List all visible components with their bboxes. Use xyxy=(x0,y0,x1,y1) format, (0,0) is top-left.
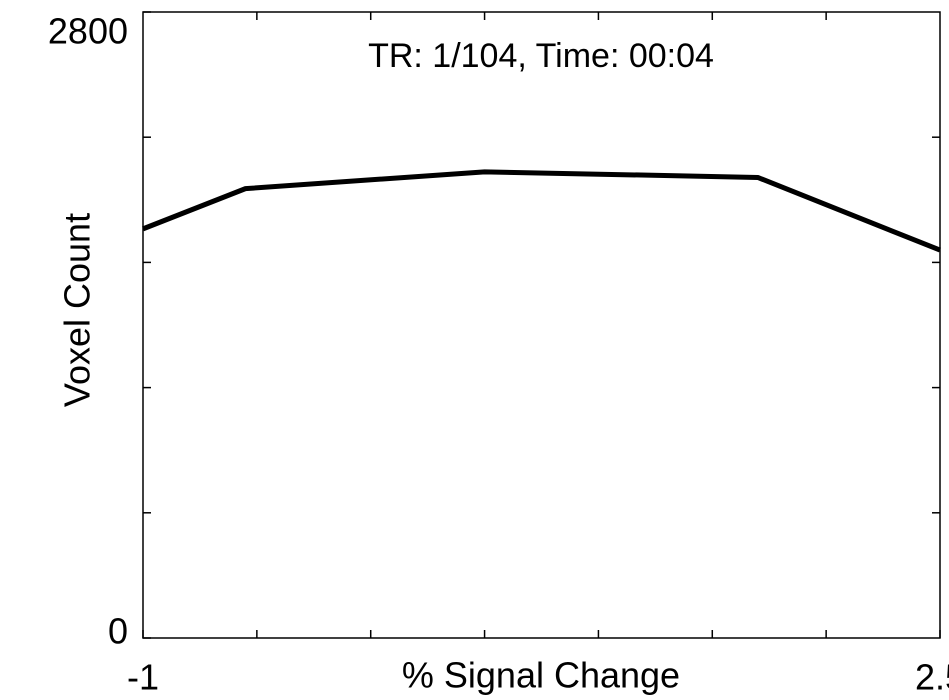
y-tick-label: 2800 xyxy=(48,11,128,52)
plot-frame xyxy=(142,11,941,639)
data-line xyxy=(142,169,941,253)
x-tick-label: 2.5 xyxy=(915,657,949,698)
x-tick-label: -1 xyxy=(127,657,159,698)
chart-title: TR: 1/104, Time: 00:04 xyxy=(368,37,714,75)
y-axis-label: Voxel Count xyxy=(57,213,98,407)
y-tick-label: 0 xyxy=(108,611,128,652)
x-axis-label: % Signal Change xyxy=(402,655,680,696)
